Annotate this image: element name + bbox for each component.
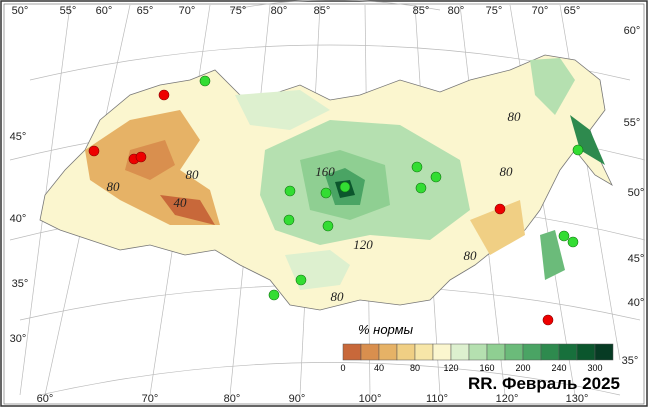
top-coord: 70° [179,5,196,17]
station-wet [567,236,579,248]
legend-swatch [396,343,416,361]
bottom-coord: 130° [566,393,589,405]
footer: RR. Февраль 2025 [468,374,620,393]
contour-label: 80 [107,179,121,194]
top-coord: 55° [60,5,77,17]
station-wet [320,187,332,199]
legend-swatch [378,343,398,361]
bottom-coord: 70° [142,393,159,405]
contour-label: 40 [174,195,188,210]
station-wet [572,144,584,156]
station-wet [283,214,295,226]
legend-swatch [432,343,452,361]
bottom-coord: 110° [426,393,448,405]
legend-swatch [558,343,578,361]
legend-swatch [342,343,362,361]
top-coord: 60° [96,5,113,17]
contour-label: 120 [353,237,373,252]
station-wet [268,289,280,301]
right-coord: 35° [622,355,639,367]
station-dry [88,145,100,157]
legend-tick: 0 [340,363,345,373]
top-coord: 70° [532,5,549,17]
legend-swatch [504,343,524,361]
contour-label: 80 [331,289,345,304]
legend-swatch [576,343,596,361]
right-coord: 55° [624,117,641,129]
legend-swatch [540,343,560,361]
contour-label: 160 [315,164,335,179]
left-coord: 40° [10,213,27,225]
legend-title: % нормы [358,322,414,337]
contour-label: 80 [500,164,514,179]
legend-swatch [360,343,380,361]
station-dry [135,151,147,163]
legend-swatch [522,343,542,361]
bottom-coord: 90° [289,393,306,405]
right-coord: 50° [628,187,645,199]
top-coord: 85° [413,5,430,17]
contour-label: 80 [464,248,478,263]
legend-tick: 160 [479,363,494,373]
station-wet [558,230,570,242]
legend-swatch [414,343,434,361]
legend-swatch [468,343,488,361]
legend-tick: 120 [443,363,458,373]
inner-frame [3,3,645,405]
top-coord: 80° [448,5,465,17]
legend-swatch [594,343,614,361]
top-coord: 85° [314,5,331,17]
right-coord: 40° [628,297,645,309]
contour-label: 80 [186,167,200,182]
legend-tick: 240 [551,363,566,373]
legend-tick: 200 [515,363,530,373]
legend-tick: 40 [374,363,384,373]
top-coord: 50° [12,5,29,17]
left-coord: 30° [10,333,27,345]
station-wet [411,161,423,173]
station-dry [158,89,170,101]
territory [39,54,613,311]
legend-swatch [450,343,470,361]
left-coord: 35° [12,278,29,290]
station-dry [542,314,554,326]
right-coord: 45° [628,253,645,265]
station-wet [339,181,351,193]
top-coord: 75° [486,5,503,17]
top-coord: 80° [271,5,288,17]
legend-tick: 300 [587,363,602,373]
station-wet [199,75,211,87]
station-wet [430,171,442,183]
legend-tick: 80 [410,363,420,373]
bottom-coord: 100° [359,393,382,405]
contour-label: 80 [508,109,522,124]
station-dry [494,203,506,215]
top-coord: 75° [230,5,247,17]
top-coord: 65° [564,5,581,17]
station-wet [322,220,334,232]
bottom-coord: 120° [496,393,519,405]
top-coord: 65° [137,5,154,17]
top-coord: 60° [624,25,641,37]
station-wet [295,274,307,286]
legend-swatch [486,343,506,361]
station-wet [415,182,427,194]
left-coord: 45° [10,131,27,143]
bottom-coord: 60° [37,393,54,405]
station-wet [284,185,296,197]
stations [88,75,584,326]
bottom-coord: 80° [224,393,241,405]
